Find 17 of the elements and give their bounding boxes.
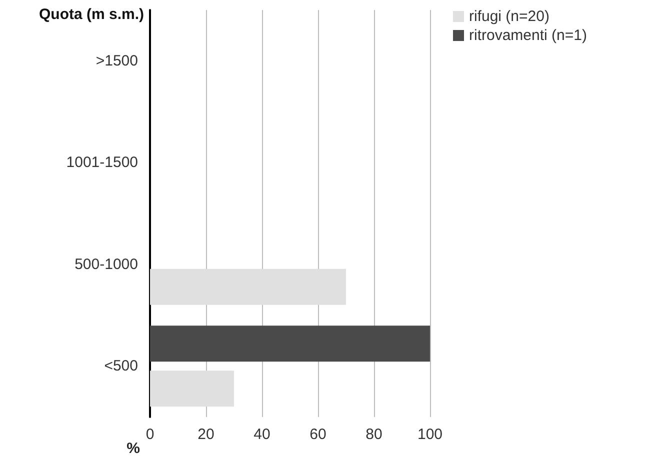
y-tick-label: >1500 xyxy=(96,52,138,70)
x-tick-label: 0 xyxy=(146,426,154,443)
y-tick-label: <500 xyxy=(104,358,138,375)
x-axis-title: % xyxy=(126,440,140,457)
x-tick-label: 40 xyxy=(254,426,270,443)
y-axis-title: Quota (m s.m.) xyxy=(38,6,144,23)
y-tick-label: 1001-1500 xyxy=(66,154,138,172)
x-tick-label: 80 xyxy=(366,426,382,443)
legend-label: ritrovamenti (n=1) xyxy=(469,27,587,44)
bar xyxy=(150,326,430,362)
x-tick-label: 60 xyxy=(310,426,326,443)
bar xyxy=(150,370,234,407)
x-tick-label: 20 xyxy=(198,426,214,443)
x-tick-label: 100 xyxy=(417,426,443,443)
bar xyxy=(150,268,346,305)
y-tick-label: 500-1000 xyxy=(74,256,138,273)
legend-label: rifugi (n=20) xyxy=(469,8,550,25)
